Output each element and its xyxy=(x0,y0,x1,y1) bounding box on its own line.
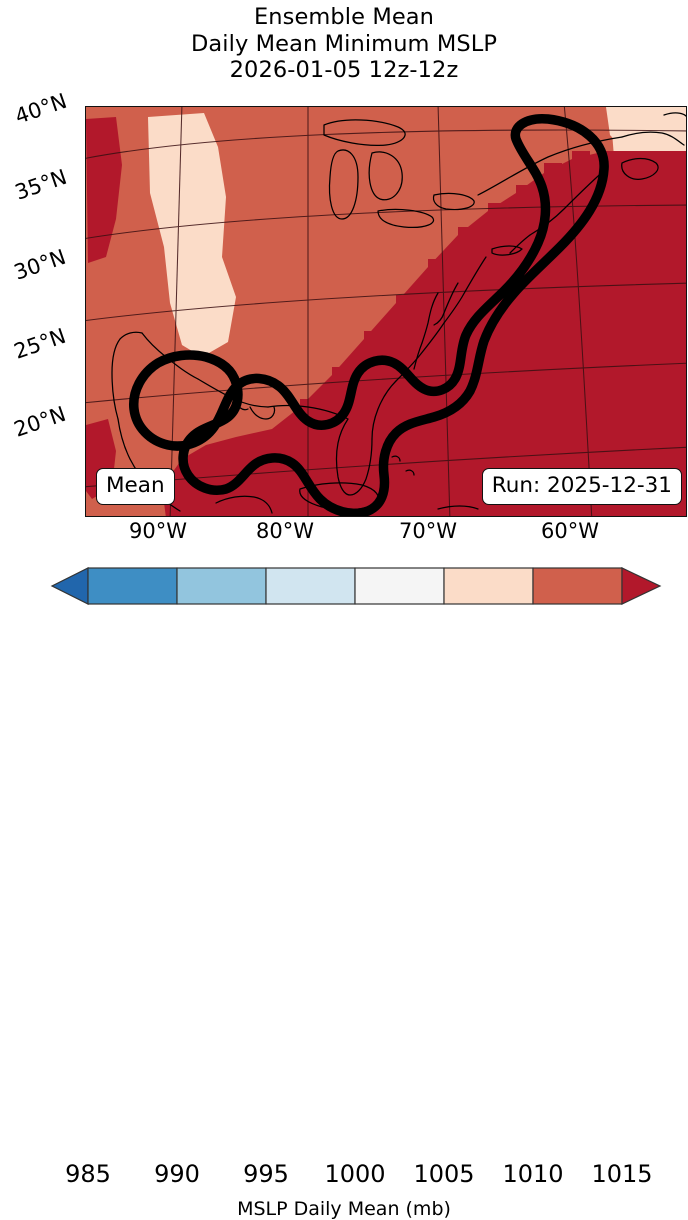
colorbar-extend-high xyxy=(621,567,662,605)
colorbar-tick-1015: 1015 xyxy=(591,1160,653,1188)
lon-label-90w: 90°W xyxy=(129,519,187,543)
colorbar-band-1005-1010 xyxy=(443,567,534,605)
lon-label-70w: 70°W xyxy=(399,519,457,543)
lon-label-80w: 80°W xyxy=(256,519,314,543)
colorbar-band-990-995 xyxy=(176,567,267,605)
colorbar-tick-1005: 1005 xyxy=(413,1160,475,1188)
colorbar-band-1000-1005 xyxy=(354,567,445,605)
title-line-3: 2026-01-05 12z-12z xyxy=(229,57,459,83)
colorbar-band-995-1000 xyxy=(265,567,356,605)
title-line-1: Ensemble Mean xyxy=(253,4,435,30)
lon-label-60w: 60°W xyxy=(541,519,599,543)
colorbar-tick-985: 985 xyxy=(65,1160,111,1188)
colorbar-band-985-990 xyxy=(87,567,178,605)
mean-contour-line xyxy=(129,114,609,516)
colorbar-swatches xyxy=(50,567,662,605)
lat-label-25n: 25°N xyxy=(11,323,69,364)
lat-label-35n: 35°N xyxy=(12,164,70,205)
run-label-box[interactable]: Run: 2025-12-31 xyxy=(481,467,682,505)
colorbar-extend-low xyxy=(50,567,89,605)
colorbar[interactable]: 985 990 995 1000 1005 1010 1015 MSLP Dai… xyxy=(0,560,688,1220)
figure-root: Ensemble Mean Daily Mean Minimum MSLP 20… xyxy=(0,4,688,1220)
map-panel[interactable]: Mean Run: 2025-12-31 xyxy=(85,106,687,517)
colorbar-tick-990: 990 xyxy=(154,1160,200,1188)
lat-label-30n: 30°N xyxy=(11,244,69,285)
map-field xyxy=(86,107,686,516)
colorbar-tick-995: 995 xyxy=(243,1160,289,1188)
colorbar-axis-label: MSLP Daily Mean (mb) xyxy=(237,1198,451,1220)
mean-label-box[interactable]: Mean xyxy=(96,467,175,505)
title-line-2: Daily Mean Minimum MSLP xyxy=(190,30,498,57)
colorbar-tick-1000: 1000 xyxy=(324,1160,386,1188)
lat-label-20n: 20°N xyxy=(11,401,69,442)
colorbar-band-1010-1015 xyxy=(532,567,623,605)
figure-title: Ensemble Mean Daily Mean Minimum MSLP 20… xyxy=(0,4,688,84)
lat-label-40n: 40°N xyxy=(12,88,70,129)
colorbar-tick-1010: 1010 xyxy=(502,1160,564,1188)
